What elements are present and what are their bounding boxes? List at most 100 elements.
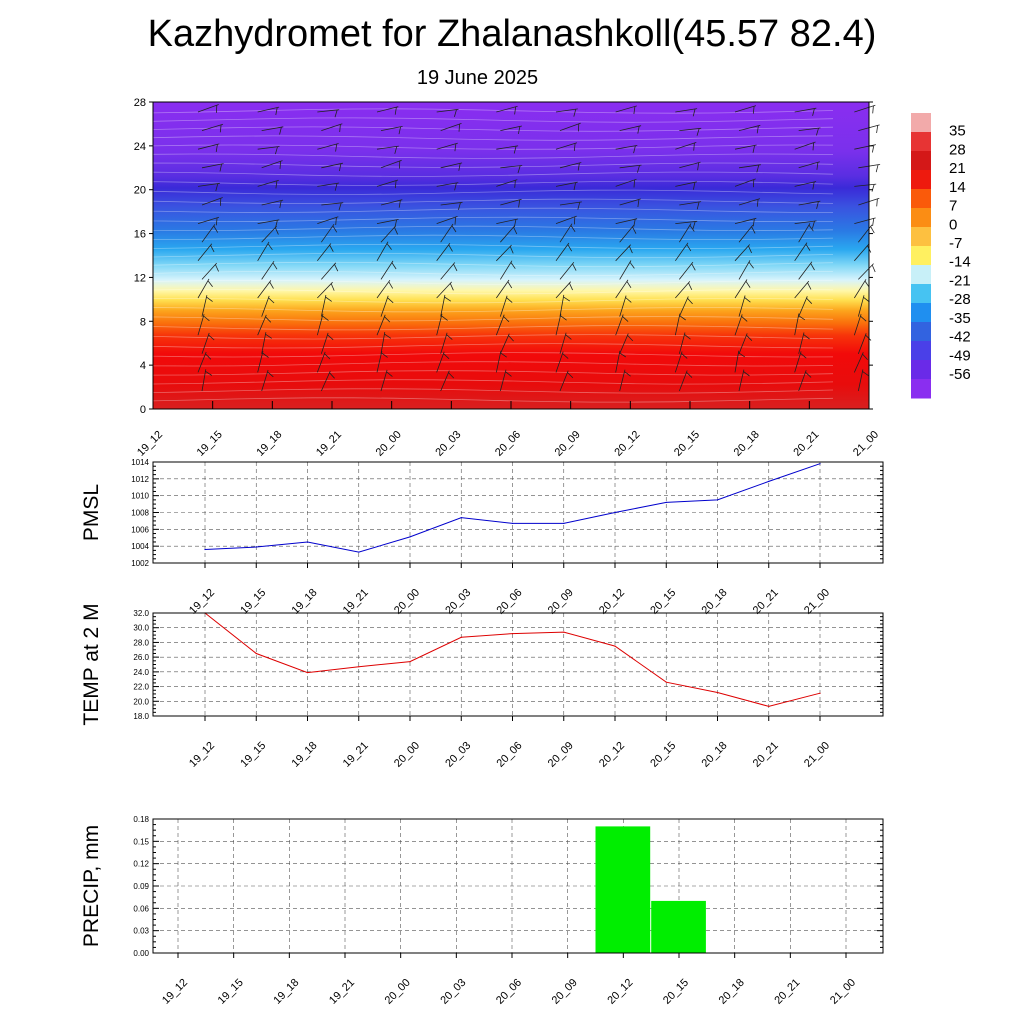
x-tick-label: 20_00 (374, 429, 404, 459)
wind-barb (794, 280, 810, 299)
data-point (511, 633, 514, 635)
wind-barb-flag (508, 335, 514, 342)
wind-barb (197, 278, 210, 299)
colorbar-swatch (911, 341, 931, 361)
colorbar-label: 28 (949, 141, 966, 158)
contour-line (152, 370, 834, 376)
wind-barb-flag (398, 200, 401, 208)
wind-barb-flag (203, 315, 210, 322)
wind-barb (197, 143, 220, 150)
colorbar-label: -7 (949, 235, 962, 252)
wind-barb-flag (816, 162, 819, 170)
wind-barb-flag (624, 371, 631, 377)
wind-barb-flag (744, 297, 751, 303)
data-point (204, 548, 206, 551)
wind-barb-flag (692, 108, 696, 117)
wind-barb-flag (633, 179, 635, 188)
wind-barb (858, 224, 873, 243)
wind-barb-flag (743, 371, 750, 377)
contour-line (152, 144, 834, 150)
wind-barb-flag (563, 296, 571, 302)
wind-barb (436, 242, 451, 262)
wind-barb-flag (807, 282, 812, 290)
wind-barb-flag (573, 143, 576, 151)
wind-barb (261, 126, 284, 131)
wind-barb-flag (865, 334, 872, 341)
colorbar-swatch (911, 208, 931, 228)
wind-barb (440, 332, 448, 354)
wind-barb-flag (567, 244, 573, 252)
data-point (563, 522, 565, 525)
pmsl-panel: 1002 1004 1006 1008 1010 1012 1014 19_12 19_15 19… (80, 458, 884, 617)
wind-barb-flag (738, 352, 746, 358)
wind-barb (858, 263, 874, 280)
x-tick-label: 20_03 (443, 740, 473, 770)
wind-barb (734, 314, 743, 336)
wind-barb-flag (210, 245, 215, 253)
wind-barb (500, 225, 516, 243)
y-tick-label: 1004 (131, 542, 149, 551)
colorbar-label: -42 (949, 329, 971, 346)
y-tick-label: 32.0 (133, 609, 149, 618)
data-point (768, 480, 770, 482)
wind-barb (440, 223, 454, 243)
data-point (614, 511, 616, 514)
colorbar-swatch (911, 246, 931, 266)
y-tick-label: 20.0 (133, 697, 149, 706)
contour-line (152, 261, 834, 268)
wind-barb-flag (215, 144, 218, 152)
wind-barb (261, 332, 267, 354)
wind-barb (555, 242, 570, 262)
wind-barb (380, 159, 402, 169)
wind-barb (197, 351, 207, 373)
heatmap-field (153, 102, 869, 409)
contour-line (152, 189, 834, 195)
wind-barb (559, 201, 582, 206)
wind-barb (555, 313, 562, 336)
wind-barb-flag (686, 244, 692, 252)
wind-barb-flag (686, 372, 693, 378)
x-tick-label: 19_15 (195, 429, 225, 459)
wind-barb-flag (448, 244, 453, 252)
wind-barb-flag (454, 143, 457, 152)
y-axis-label: PRECIP, mm (80, 825, 103, 947)
wind-barb-flag (812, 108, 815, 116)
wind-barb (197, 216, 220, 224)
contour-line (152, 307, 834, 313)
wind-barb (376, 106, 399, 113)
wind-barb (678, 332, 686, 354)
wind-barb-flag (325, 296, 332, 302)
wind-barb (674, 351, 683, 373)
wind-barb-flag (335, 143, 338, 152)
wind-barb-flag (329, 372, 335, 379)
wind-barb-flag (573, 109, 577, 117)
contour-line (152, 216, 834, 223)
contour-line (152, 325, 834, 331)
wind-barb (496, 244, 512, 262)
wind-barb-flag (454, 217, 456, 225)
y-tick-label: 22.0 (133, 683, 149, 692)
wind-barb-flag (275, 180, 278, 189)
wind-barb (499, 369, 507, 392)
wind-barb (201, 295, 208, 317)
wind-barb (499, 295, 508, 317)
wind-barb (376, 279, 391, 299)
data-point (665, 681, 667, 683)
wind-barb-flag (384, 316, 391, 323)
wind-barb (380, 126, 403, 131)
x-tick-label: 20_12 (597, 740, 627, 770)
wind-barb (499, 260, 513, 280)
wind-barb (317, 109, 340, 113)
wind-barb (321, 262, 337, 280)
wind-barb (500, 165, 523, 169)
wind-barb (261, 260, 275, 280)
wind-barb (261, 225, 277, 243)
colorbar-label: 21 (949, 160, 966, 177)
wind-barb-flag (386, 243, 392, 250)
wind-barb-flag (752, 106, 755, 114)
y-tick-label: 0.03 (133, 927, 149, 936)
wind-barb-flag (219, 124, 222, 133)
x-tick-label: 20_15 (672, 429, 702, 459)
wind-barb (261, 295, 270, 317)
